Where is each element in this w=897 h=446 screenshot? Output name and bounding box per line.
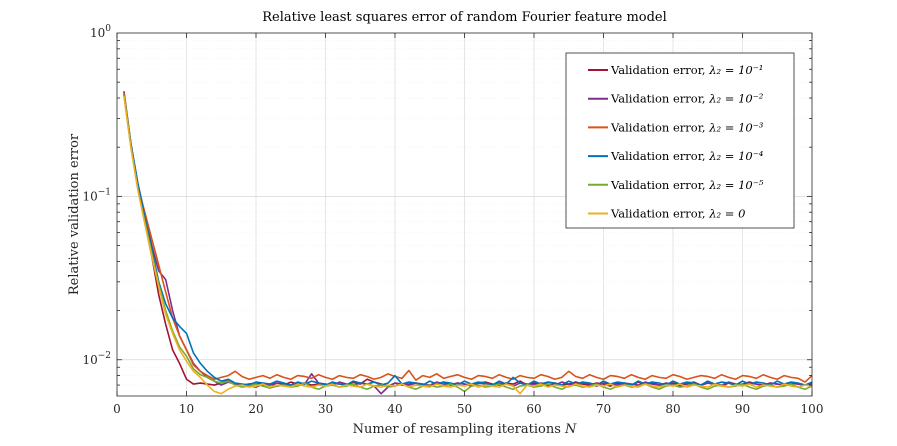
x-tick-label: 100	[801, 402, 824, 416]
legend-entry-lambda: λ₂ = 10⁻¹	[708, 63, 763, 77]
legend-entry-5: Validation error, λ₂ = 10⁻⁵	[610, 178, 764, 192]
legend-box	[565, 52, 795, 229]
legend-entry-lambda: λ₂ = 0	[708, 207, 745, 221]
x-tick-label: 50	[457, 402, 472, 416]
x-tick-label: 70	[596, 402, 611, 416]
y-tick-label: 100	[90, 24, 111, 40]
legend-entry-6: Validation error, λ₂ = 0	[610, 207, 745, 221]
x-tick-label: 30	[318, 402, 333, 416]
chart-title: Relative least squares error of random F…	[262, 10, 667, 25]
legend-entry-3: Validation error, λ₂ = 10⁻³	[610, 120, 764, 134]
series-line-4	[123, 94, 813, 386]
x-axis-label-variable: N	[564, 422, 577, 437]
x-tick-label: 0	[113, 402, 121, 416]
y-tick-label-base: 10	[82, 189, 97, 203]
y-tick-label-exponent: −1	[98, 187, 111, 197]
legend-entry-1: Validation error, λ₂ = 10⁻¹	[610, 63, 763, 77]
axis-ticks	[116, 33, 813, 396]
x-tick-label: 90	[735, 402, 750, 416]
legend-entry-text: Validation error,	[610, 120, 709, 134]
legend-entry-text: Validation error,	[610, 207, 709, 221]
legend-entry-lambda: λ₂ = 10⁻⁴	[708, 149, 764, 163]
legend-entry-text: Validation error,	[610, 63, 709, 77]
y-tick-label-base: 10	[90, 26, 105, 40]
x-tick-label: 40	[387, 402, 402, 416]
legend-entry-lambda: λ₂ = 10⁻⁵	[708, 178, 764, 192]
y-tick-label-exponent: −2	[98, 351, 111, 361]
x-axis-label-text: Numer of resampling iterations	[353, 422, 561, 437]
x-tick-label: 10	[179, 402, 194, 416]
y-tick-label: 10−1	[82, 187, 111, 203]
series-lines	[123, 91, 813, 395]
x-tick-label: 80	[665, 402, 680, 416]
legend-entry-lambda: λ₂ = 10⁻²	[708, 92, 764, 106]
y-tick-label-exponent: 0	[105, 24, 111, 34]
legend-entry-text: Validation error,	[610, 92, 709, 106]
x-tick-label: 20	[248, 402, 263, 416]
x-tick-label: 60	[526, 402, 541, 416]
legend-entry-text: Validation error,	[610, 178, 709, 192]
y-axis-label: Relative validation error	[67, 133, 82, 295]
legend-entry-lambda: λ₂ = 10⁻³	[708, 120, 764, 134]
legend-entry-4: Validation error, λ₂ = 10⁻⁴	[610, 149, 764, 163]
x-axis-label: Numer of resampling iterations N	[353, 422, 577, 437]
series-line-3	[123, 92, 813, 383]
legend-entry-2: Validation error, λ₂ = 10⁻²	[610, 92, 764, 106]
y-tick-label-base: 10	[82, 353, 97, 367]
series-line-6	[123, 96, 813, 395]
legend-entry-text: Validation error,	[610, 149, 709, 163]
y-tick-label: 10−2	[82, 351, 111, 367]
